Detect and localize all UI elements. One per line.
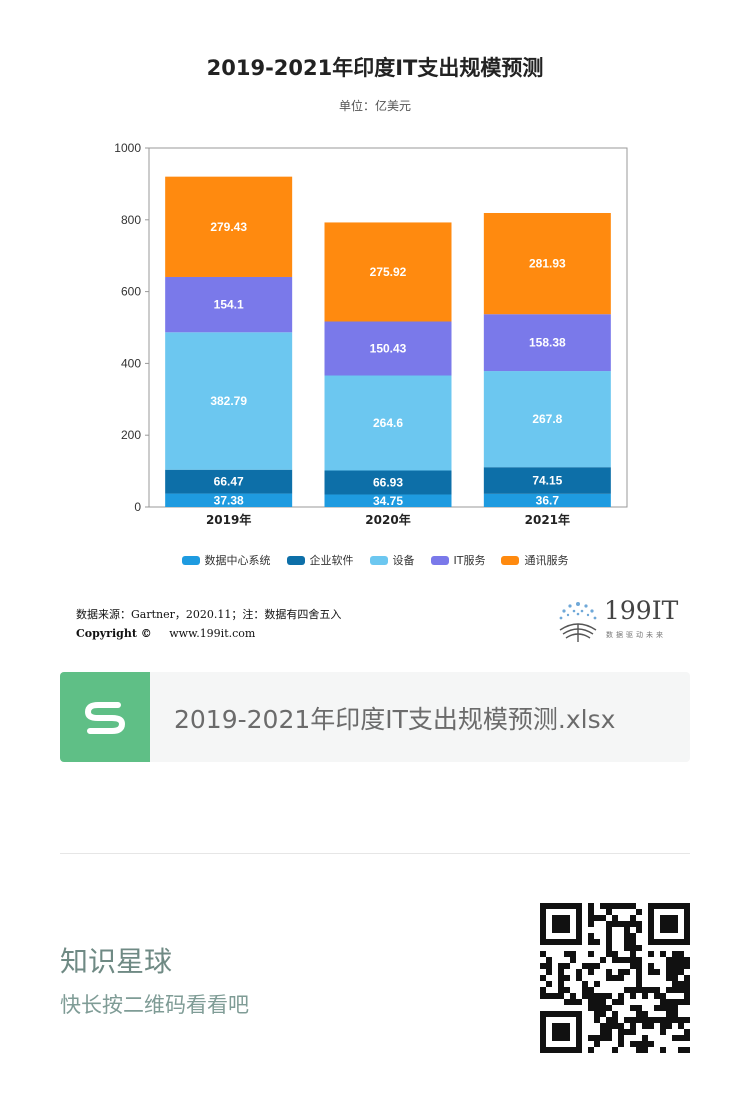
bar-segment: [324, 470, 452, 495]
x-tick-label: 2020年: [365, 512, 410, 527]
bar-data-label: 267.8: [532, 412, 562, 426]
y-tick-label: 0: [134, 500, 141, 514]
data-source-note: 数据来源：Gartner，2020.11；注：数据有四舍五入: [76, 608, 342, 621]
chart-legend: 数据中心系统 企业软件 设备 IT服务 通讯服务: [0, 552, 750, 568]
copyright-url[interactable]: www.199it.com: [169, 627, 256, 640]
y-tick-label: 600: [121, 285, 141, 299]
bar-segment: [324, 222, 452, 322]
legend-item: 设备: [369, 552, 415, 568]
legend-item: 通讯服务: [501, 552, 568, 568]
x-tick-label: 2019年: [206, 512, 251, 527]
file-name: 2019-2021年印度IT支出规模预测.xlsx: [174, 705, 616, 734]
legend-label: 设备: [392, 554, 415, 567]
bar-data-label: 66.47: [214, 475, 244, 489]
bar-data-label: 275.92: [370, 265, 407, 279]
brand-slogan: 数据驱动未来: [606, 631, 666, 639]
bar-data-label: 154.1: [214, 298, 244, 312]
legend-swatch: [369, 555, 388, 565]
bar-segment: [165, 469, 293, 494]
bar-segment: [165, 176, 293, 277]
legend-swatch: [501, 555, 520, 565]
chart-subtitle: 单位：亿美元: [338, 99, 411, 113]
bar-segment: [483, 371, 611, 468]
bar-data-label: 158.38: [529, 336, 566, 350]
bar-data-label: 37.38: [214, 493, 244, 507]
y-tick-label: 1000: [114, 141, 141, 155]
stacked-bar-chart: 0 200 400 600 800 1000 2019年 2020年 2021年 37.38 66…: [114, 141, 628, 527]
bar-segment: [483, 314, 611, 372]
section-divider: [60, 853, 690, 854]
legend-swatch: [181, 555, 200, 565]
bar-data-label: 34.75: [373, 494, 403, 508]
legend-label: 数据中心系统: [204, 554, 271, 567]
attachment-file-card[interactable]: 2019-2021年印度IT支出规模预测.xlsx: [60, 672, 690, 762]
bar-data-label: 279.43: [210, 220, 247, 234]
bar-segment: [324, 321, 452, 376]
legend-item: 数据中心系统: [181, 552, 271, 568]
bar-data-label: 382.79: [210, 394, 247, 408]
promo-subtitle: 快长按二维码看看吧: [60, 993, 249, 1017]
y-tick-label: 200: [121, 428, 141, 442]
promo-title: 知识星球: [60, 945, 173, 978]
brand-logo: 199IT 数据驱动未来: [556, 596, 686, 644]
qr-code-icon[interactable]: [540, 903, 690, 1053]
bar-segment: [324, 375, 452, 471]
bar-data-label: 74.15: [532, 474, 562, 488]
bar-data-label: 66.93: [373, 476, 403, 490]
bar-data-label: 264.6: [373, 416, 403, 430]
legend-item: 企业软件: [286, 552, 354, 568]
legend-swatch: [430, 555, 449, 565]
bar-segment: [165, 493, 293, 507]
y-tick-label: 800: [121, 213, 141, 227]
chart-title: 2019-2021年印度IT支出规模预测: [206, 56, 544, 80]
legend-swatch: [286, 555, 305, 565]
brand-name: 199IT: [604, 596, 679, 625]
bar-segment: [483, 212, 611, 315]
bar-data-label: 36.7: [536, 493, 560, 507]
x-tick-label: 2021年: [525, 512, 570, 527]
bar-data-label: 150.43: [370, 342, 407, 356]
legend-item: IT服务: [430, 552, 486, 568]
legend-label: IT服务: [453, 554, 486, 567]
spreadsheet-s-icon: [60, 672, 150, 762]
copyright-line: Copyright © www.199it.com: [76, 627, 255, 640]
legend-label: 企业软件: [309, 554, 354, 567]
dandelion-logo-icon: [559, 602, 597, 642]
bar-segment: [324, 494, 452, 507]
copyright-label: Copyright ©: [76, 627, 152, 640]
bar-data-label: 281.93: [529, 257, 566, 271]
y-tick-label: 400: [121, 356, 141, 370]
bar-segment: [165, 332, 293, 470]
bar-segment: [165, 276, 293, 333]
bar-segment: [483, 493, 611, 507]
legend-label: 通讯服务: [524, 554, 569, 567]
bar-segment: [483, 467, 611, 494]
